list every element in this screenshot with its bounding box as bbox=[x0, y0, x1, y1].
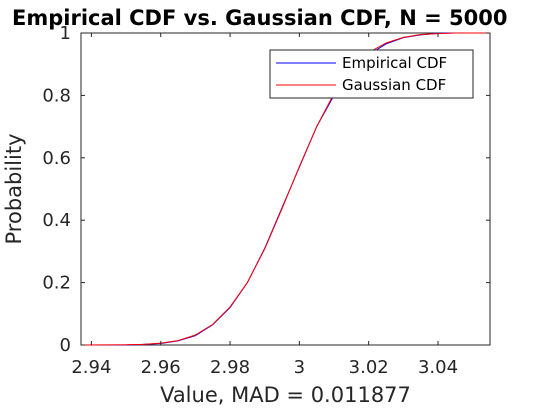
x-tick-label: 3 bbox=[294, 357, 305, 378]
legend: Empirical CDF Gaussian CDF bbox=[269, 49, 474, 99]
y-tick-label: 0.4 bbox=[42, 210, 71, 231]
y-tick-label: 1 bbox=[60, 23, 71, 44]
y-tick-label: 0.2 bbox=[42, 273, 71, 294]
legend-box bbox=[269, 49, 474, 99]
series-lines bbox=[80, 32, 490, 346]
legend-label-gaussian: Gaussian CDF bbox=[342, 76, 446, 94]
x-tick-label: 3.02 bbox=[349, 357, 389, 378]
series-line-gaussian bbox=[80, 32, 490, 346]
x-tick-label: 2.94 bbox=[71, 357, 111, 378]
y-tick-label: 0 bbox=[60, 335, 71, 356]
y-axis-label: Probability bbox=[2, 133, 26, 244]
chart-title: Empirical CDF vs. Gaussian CDF, N = 5000 bbox=[12, 6, 507, 30]
axis-ticks: 2.94 2.96 2.98 3 3.02 3.04 0 0.2 0.4 0.6 0.8 1 bbox=[42, 23, 490, 378]
y-tick-label: 0.8 bbox=[42, 85, 71, 106]
y-tick-label: 0.6 bbox=[42, 148, 71, 169]
x-tick-label: 2.96 bbox=[141, 357, 181, 378]
x-tick-label: 3.04 bbox=[418, 357, 458, 378]
legend-label-empirical: Empirical CDF bbox=[342, 54, 447, 72]
x-axis-label: Value, MAD = 0.011877 bbox=[160, 383, 411, 407]
x-tick-label: 2.98 bbox=[210, 357, 250, 378]
